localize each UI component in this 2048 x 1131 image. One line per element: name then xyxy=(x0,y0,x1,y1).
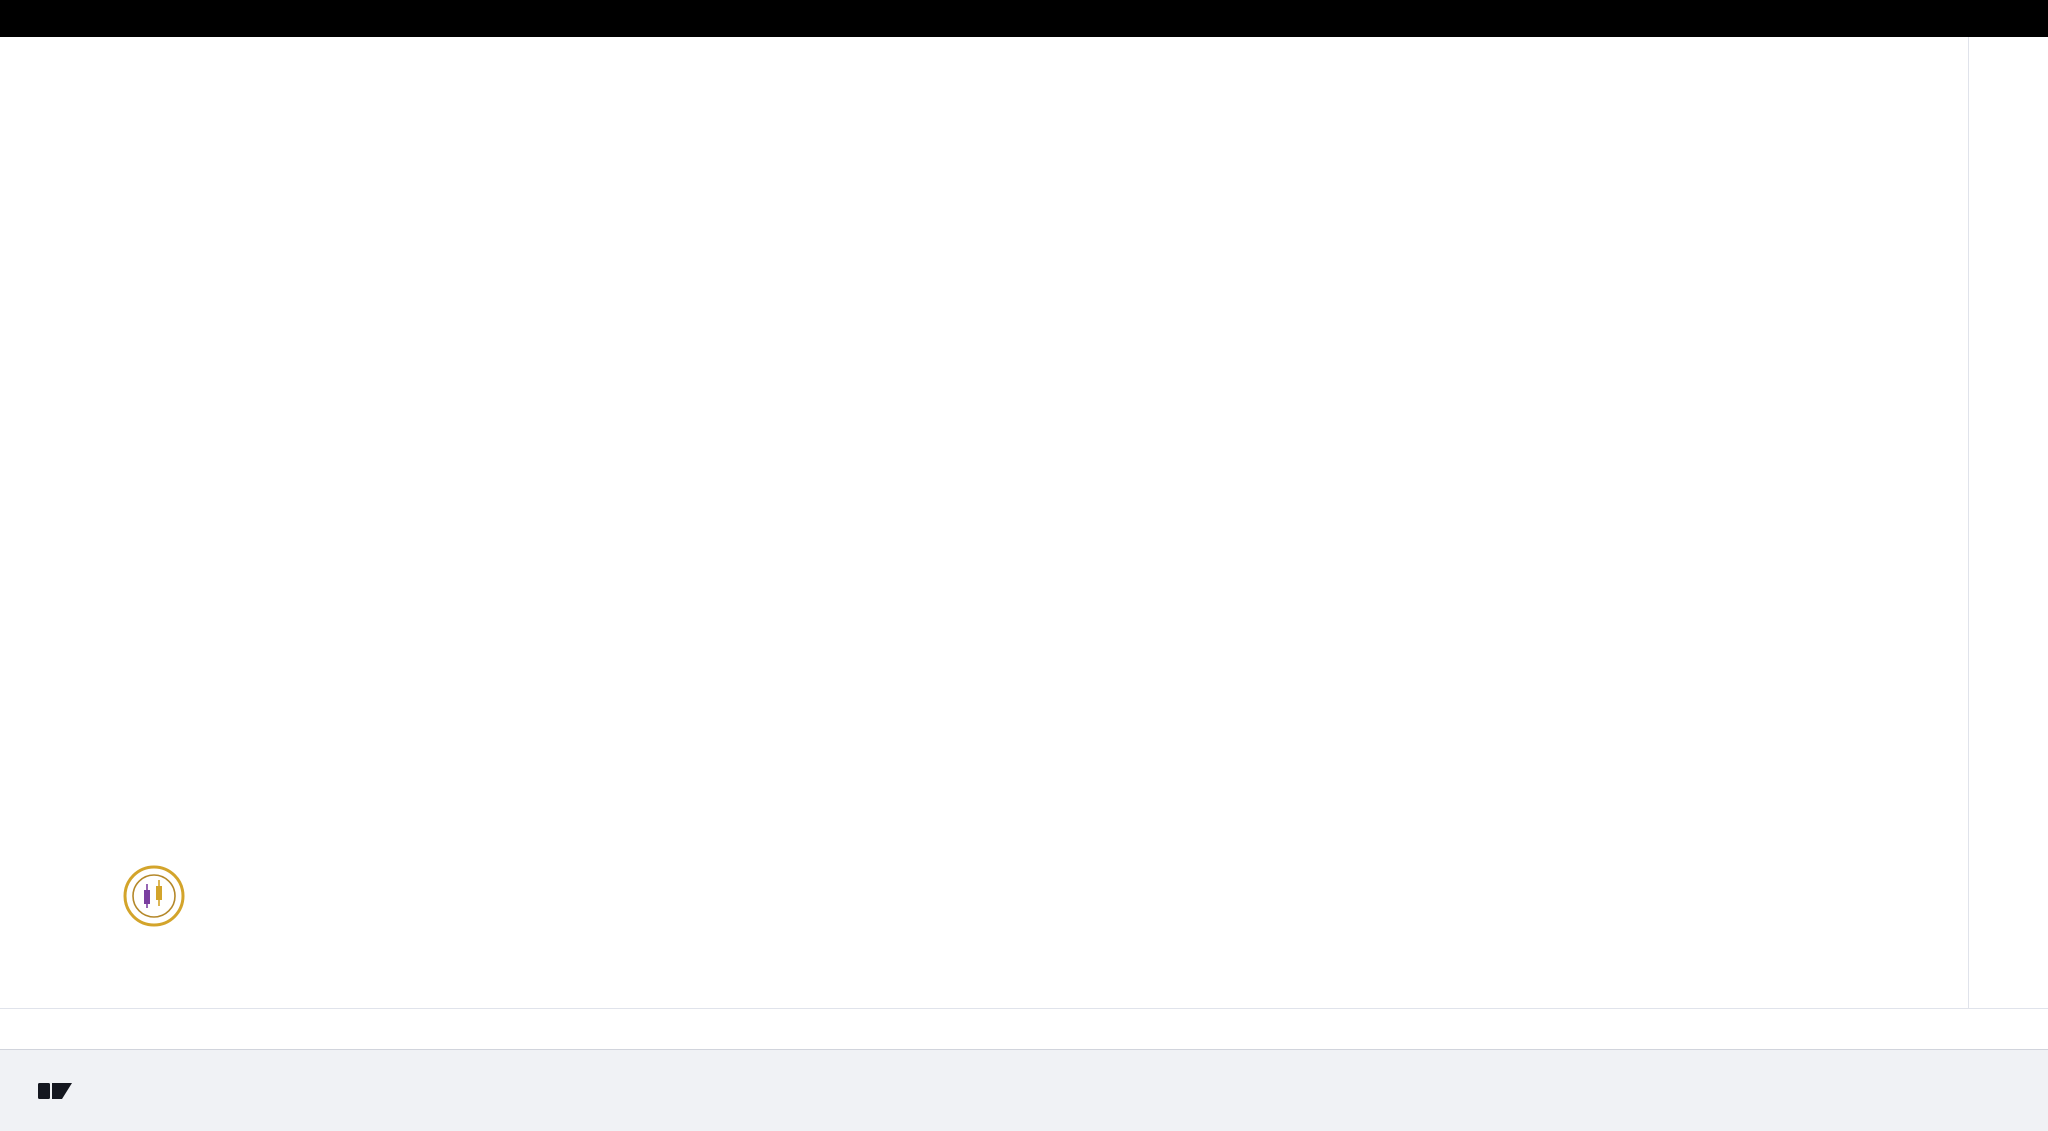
price-axis[interactable] xyxy=(1968,37,2048,1008)
footer-bar xyxy=(0,1049,2048,1131)
attribution-bar xyxy=(0,0,2048,37)
cryptopatel-brand xyxy=(92,864,216,930)
symbol-header xyxy=(20,45,62,65)
ohlc-open xyxy=(34,45,62,65)
time-axis[interactable] xyxy=(0,1008,2048,1049)
tradingview-logo[interactable] xyxy=(36,1072,74,1110)
cryptopatel-logo-icon xyxy=(123,865,185,927)
